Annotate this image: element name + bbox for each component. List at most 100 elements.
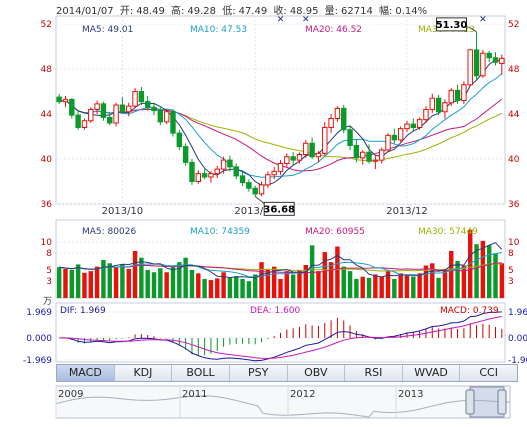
volume-bar-down bbox=[411, 276, 416, 298]
candle-body-down bbox=[189, 161, 195, 182]
volume-bar-down bbox=[493, 253, 498, 298]
candle-body-down bbox=[290, 156, 296, 161]
candle-body-down bbox=[252, 187, 258, 195]
macd-dif-line bbox=[59, 311, 502, 362]
candle-body-up bbox=[284, 156, 290, 164]
candle-body-down bbox=[309, 142, 315, 158]
low-value: 47.49 bbox=[238, 6, 268, 17]
volume-legend-ma30: MA30: 57449 bbox=[418, 227, 478, 237]
candle-body-down bbox=[170, 111, 176, 134]
candle-body-down bbox=[182, 146, 189, 163]
volume-bar-up bbox=[442, 270, 448, 298]
tab-macd[interactable]: MACD bbox=[57, 365, 115, 381]
candle-body-down bbox=[410, 123, 417, 128]
volume-bar-down bbox=[474, 244, 479, 298]
volume-bar-down bbox=[107, 263, 112, 298]
price-tick-right: 52 bbox=[508, 20, 519, 30]
candle-body-down bbox=[347, 129, 353, 146]
candle-body-down bbox=[176, 132, 183, 148]
close-label: 收: bbox=[273, 6, 287, 17]
candle-body-up bbox=[62, 98, 69, 103]
macd-tick-right: -1.969 bbox=[508, 356, 527, 366]
volume-label: 量: bbox=[324, 6, 339, 17]
macd-legend-macd: MACD: 0.739 bbox=[440, 306, 499, 316]
volume-tick-right: 3 bbox=[508, 277, 514, 287]
tab-wvad[interactable]: WVAD bbox=[403, 365, 461, 381]
volume-bar-up bbox=[373, 274, 378, 298]
high-annotation-pointer bbox=[468, 26, 477, 33]
low-annotation-pointer bbox=[254, 195, 266, 205]
volume-bar-up bbox=[316, 271, 321, 298]
candle-body-up bbox=[258, 184, 265, 195]
volume-tick-left: 8 bbox=[46, 249, 52, 259]
volume-bar-up bbox=[404, 274, 410, 298]
volume-bar-down bbox=[234, 276, 239, 298]
volume-legend-ma20: MA20: 60955 bbox=[305, 227, 365, 237]
candle-body-down bbox=[454, 89, 461, 101]
volume-bar-down bbox=[170, 266, 176, 298]
volume-bar-up bbox=[196, 273, 201, 298]
candle-body-down bbox=[233, 166, 239, 177]
indicator-tab-bar: MACD KDJ BOLL PSY OBV RSI WVAD CCI bbox=[56, 364, 518, 382]
tab-psy[interactable]: PSY bbox=[230, 365, 288, 381]
volume-bar-up bbox=[215, 278, 220, 298]
candle-body-down bbox=[75, 114, 81, 128]
low-label: 低: bbox=[222, 6, 236, 17]
macd-legend-dea: DEA: 1.600 bbox=[250, 306, 301, 316]
volume-ma20-line bbox=[59, 262, 502, 274]
volume-bar-up bbox=[126, 268, 131, 298]
navigator-handle-right[interactable] bbox=[497, 389, 507, 415]
macd-tick-left: 1.969 bbox=[26, 308, 52, 318]
candle-body-down bbox=[119, 104, 126, 113]
candle-body-down bbox=[157, 110, 164, 123]
macd-legend-dif: DIF: 1.969 bbox=[60, 306, 106, 316]
tab-kdj[interactable]: KDJ bbox=[115, 365, 173, 381]
navigator-year-label: 2011 bbox=[182, 389, 207, 400]
navigator-price-line bbox=[55, 395, 511, 418]
volume-ma5-line bbox=[59, 242, 503, 279]
candle-body-down bbox=[435, 97, 442, 113]
tab-rsi[interactable]: RSI bbox=[345, 365, 403, 381]
volume-bar-down bbox=[309, 245, 315, 298]
candle-body-down bbox=[227, 159, 233, 168]
candle-body-down bbox=[138, 91, 145, 103]
volume-bar-up bbox=[360, 276, 365, 298]
candle-body-up bbox=[359, 151, 366, 159]
volume-bar-down bbox=[56, 267, 62, 298]
volume-bar-up bbox=[208, 280, 214, 298]
volume-bar-down bbox=[177, 262, 182, 298]
volume-bar-down bbox=[455, 261, 460, 298]
volume-bar-up bbox=[303, 264, 309, 298]
volume-bar-up bbox=[449, 250, 454, 298]
candle-body-up bbox=[113, 104, 119, 124]
candle-body-up bbox=[296, 154, 303, 161]
volume-value: 62714 bbox=[341, 6, 373, 17]
high-value: 49.28 bbox=[187, 6, 217, 17]
candle-body-up bbox=[220, 159, 227, 170]
candle-body-up bbox=[467, 49, 473, 86]
volume-bar-up bbox=[423, 265, 429, 298]
candle-body-up bbox=[372, 159, 379, 162]
tab-boll[interactable]: BOLL bbox=[172, 365, 230, 381]
candle-body-up bbox=[461, 84, 467, 101]
low-annotation-label: 36.68 bbox=[263, 204, 295, 215]
candle-body-up bbox=[214, 168, 220, 175]
candle-body-up bbox=[132, 91, 138, 107]
price-tick-right: 48 bbox=[508, 65, 520, 75]
macd-dea-line bbox=[59, 316, 502, 359]
tab-cci[interactable]: CCI bbox=[479, 366, 498, 379]
tab-obv[interactable]: OBV bbox=[288, 365, 346, 381]
candle-body-up bbox=[126, 105, 132, 113]
candle-body-up bbox=[277, 163, 284, 172]
candle-body-up bbox=[448, 89, 454, 104]
volume-bar-down bbox=[486, 245, 492, 298]
volume-bar-up bbox=[379, 276, 384, 298]
navigator-handle-left[interactable] bbox=[465, 389, 475, 415]
candle-body-up bbox=[499, 57, 505, 64]
candle-body-down bbox=[56, 96, 62, 103]
candle-body-up bbox=[81, 120, 88, 128]
candle-body-up bbox=[385, 134, 391, 151]
volume-bar-down bbox=[341, 266, 346, 298]
volume-bar-down bbox=[189, 270, 195, 298]
